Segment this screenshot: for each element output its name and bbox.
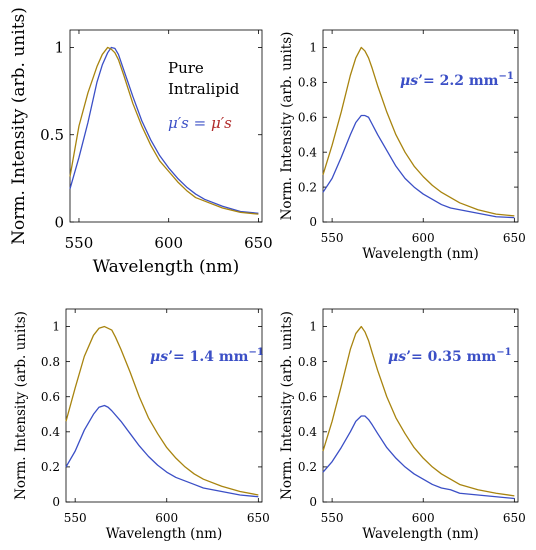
series-line-blue xyxy=(322,415,515,500)
y-tick-label: 0 xyxy=(309,215,317,229)
y-tick-label: 1 xyxy=(52,320,60,334)
x-tick-label: 550 xyxy=(321,231,344,245)
chart-panel-2: 550 600 650 0 0.2 0.4 0.6 0.8 1 Wavelength (nm) No… xyxy=(279,29,526,262)
y-tick-label: 0 xyxy=(52,495,60,509)
y-axis-label: Norm. Intensity (arb. units) xyxy=(13,311,29,500)
plot-frame xyxy=(69,29,263,223)
x-axis-label: Wavelength (nm) xyxy=(362,526,478,542)
y-tick-label: 0.4 xyxy=(298,425,317,439)
plot-frame xyxy=(322,308,519,503)
series-line-olive xyxy=(69,46,259,215)
x-axis-label: Wavelength (nm) xyxy=(106,526,222,542)
y-tick-label: 1 xyxy=(54,39,64,57)
series-line-blue xyxy=(65,404,259,498)
y-tick-label: 0.8 xyxy=(298,355,317,369)
y-tick-label: 0.6 xyxy=(41,390,60,404)
x-tick-label: 650 xyxy=(244,234,273,252)
x-tick-label: 600 xyxy=(412,511,435,525)
annotation-formula: μs’= 1.4 mm−1 xyxy=(150,347,264,365)
x-tick-label: 650 xyxy=(247,511,270,525)
plot-frame xyxy=(322,29,519,223)
y-tick-label: 0.5 xyxy=(40,126,64,144)
x-axis-label: Wavelength (nm) xyxy=(362,246,478,262)
series-line-blue xyxy=(322,114,515,219)
x-tick-label: 650 xyxy=(503,511,526,525)
y-tick-label: 0.6 xyxy=(298,390,317,404)
x-tick-label: 650 xyxy=(503,231,526,245)
annotation-formula: μs’= 0.35 mm−1 xyxy=(388,347,512,365)
y-tick-label: 0.8 xyxy=(298,76,317,90)
annotation-text: Pure xyxy=(168,59,204,77)
x-tick-label: 550 xyxy=(321,511,344,525)
x-tick-label: 550 xyxy=(64,511,87,525)
plot-frame xyxy=(65,308,263,503)
y-tick-label: 1 xyxy=(309,320,317,334)
annotation-text: Intralipid xyxy=(168,80,240,98)
x-tick-label: 550 xyxy=(65,234,94,252)
chart-panel-4: 550 600 650 0 0.2 0.4 0.6 0.8 1 Wavelength (nm) No… xyxy=(279,308,526,542)
chart-panel-1: 550 600 650 0 0.5 1 Wavelength (nm) Norm. Inten… xyxy=(9,7,273,277)
x-tick-label: 600 xyxy=(155,511,178,525)
y-tick-label: 0 xyxy=(309,495,317,509)
chart-panel-3: 550 600 650 0 0.2 0.4 0.6 0.8 1 Wavelength (nm) No… xyxy=(13,308,270,542)
y-tick-label: 0.4 xyxy=(298,145,317,159)
y-tick-label: 0.2 xyxy=(41,460,60,474)
x-tick-label: 600 xyxy=(412,231,435,245)
y-tick-label: 0.4 xyxy=(41,425,60,439)
series-line-blue xyxy=(69,46,259,214)
y-tick-label: 0.8 xyxy=(41,355,60,369)
y-axis-label: Norm. Intensity (arb. units) xyxy=(9,7,29,245)
y-tick-label: 0.6 xyxy=(298,110,317,124)
series-line-olive xyxy=(65,325,259,496)
series-line-olive xyxy=(322,325,515,497)
y-axis-label: Norm. Intensity (arb. units) xyxy=(279,311,295,500)
y-axis-label: Norm. Intensity (arb. units) xyxy=(279,32,295,221)
y-tick-label: 1 xyxy=(309,41,317,55)
annotation-formula: μ′s = μ′s xyxy=(168,114,232,132)
annotation-formula: μs’= 2.2 mm−1 xyxy=(400,71,514,89)
y-tick-label: 0.2 xyxy=(298,460,317,474)
x-axis-label: Wavelength (nm) xyxy=(93,257,240,277)
series-line-olive xyxy=(322,46,515,217)
x-tick-label: 600 xyxy=(154,234,183,252)
y-tick-label: 0 xyxy=(54,213,64,231)
y-tick-label: 0.2 xyxy=(298,180,317,194)
